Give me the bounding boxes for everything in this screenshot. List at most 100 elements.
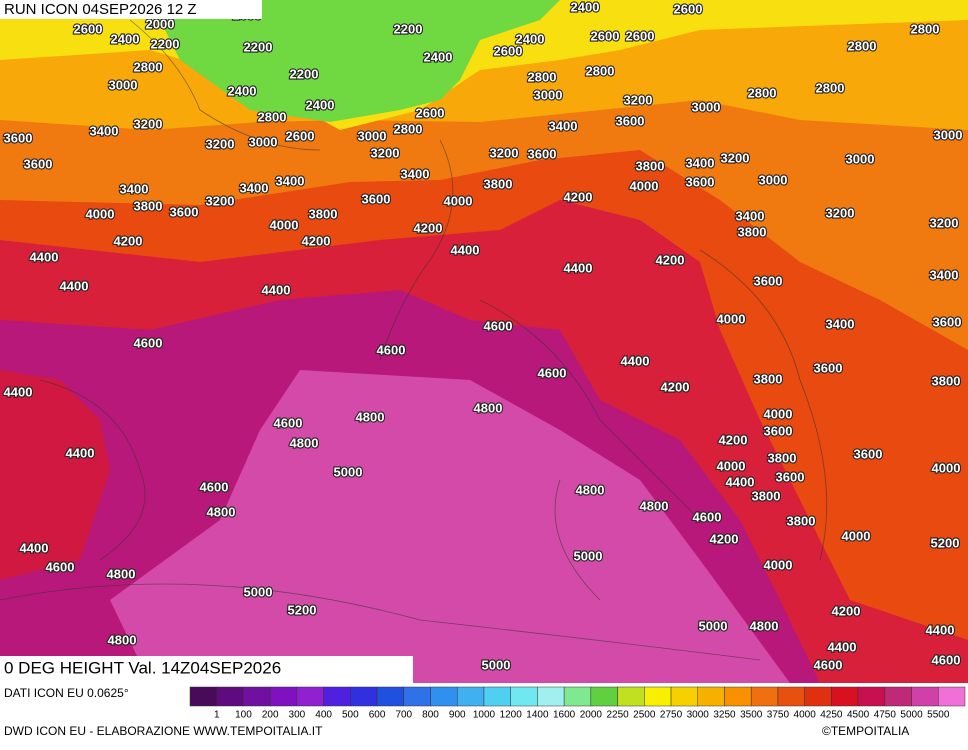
legend-swatch: [510, 686, 538, 707]
coastlines: [0, 19, 828, 661]
contour-label: 3800: [636, 158, 665, 173]
contour-label: 4600: [134, 335, 163, 350]
legend-label: 2000: [580, 710, 603, 721]
legend-swatch: [563, 686, 592, 707]
contour-label: 3000: [846, 151, 875, 166]
contour-label: 3600: [686, 174, 715, 189]
contour-label: 4000: [764, 557, 793, 572]
contour-label: 2400: [228, 83, 257, 98]
contour-label: 4000: [86, 206, 115, 221]
contour-label: 3400: [549, 118, 578, 133]
contour-label: 4600: [274, 415, 303, 430]
contour-label: 4800: [207, 504, 236, 519]
contour-label: 4600: [932, 652, 961, 667]
contour-label: 5000: [574, 548, 603, 563]
legend-label: 3750: [767, 710, 790, 721]
contour-label: 4200: [414, 220, 443, 235]
legend-label: 3250: [713, 710, 736, 721]
contour-label: 4400: [262, 282, 291, 297]
legend-swatch: [670, 686, 699, 707]
contour-label: 2400: [571, 0, 600, 14]
contour-label: 3600: [854, 446, 883, 461]
contour-label: 4600: [693, 509, 722, 524]
legend-label: 500: [342, 710, 359, 721]
legend-label: 5000: [900, 710, 923, 721]
contour-label: 4200: [661, 379, 690, 394]
contour-label: 4400: [4, 384, 33, 399]
contour-label: 5200: [931, 535, 960, 550]
contour-label: 4400: [30, 249, 59, 264]
contour-label: 2800: [528, 69, 557, 84]
run-box: [0, 0, 262, 19]
contour-label: 3600: [764, 423, 793, 438]
contour-label: 3000: [759, 172, 788, 187]
contour-label: 4000: [932, 460, 961, 475]
contour-label: 5000: [244, 584, 273, 599]
legend-swatch: [403, 686, 431, 707]
legend-swatch: [189, 686, 217, 707]
legend-swatch: [750, 686, 779, 707]
contour-label: 4200: [710, 531, 739, 546]
legend-swatch: [243, 686, 271, 707]
contour-label: 2800: [748, 85, 777, 100]
contour-label: 2600: [494, 43, 523, 58]
contour-label: 2600: [286, 128, 315, 143]
contour-label: 2600: [74, 21, 103, 36]
legend-label: 4500: [847, 710, 870, 721]
contour-label: 3200: [206, 136, 235, 151]
contour-label: 4400: [926, 622, 955, 637]
legend-label: 300: [289, 710, 306, 721]
contour-label: 4200: [114, 233, 143, 248]
contour-label: 3400: [120, 181, 149, 196]
contour-label: 3400: [401, 166, 430, 181]
legend-label: 1000: [473, 710, 496, 721]
contour-label: 3600: [616, 113, 645, 128]
contour-label: 5000: [699, 618, 728, 633]
legend-label: 900: [449, 710, 466, 721]
legend-label: 3000: [687, 710, 710, 721]
contour-label: 3800: [932, 373, 961, 388]
contour-label: 3800: [309, 206, 338, 221]
legend-swatch: [296, 686, 324, 707]
contour-label: 3600: [814, 360, 843, 375]
contour-label: 3000: [358, 128, 387, 143]
legend-swatch: [644, 686, 672, 707]
contour-label: 2000: [146, 16, 175, 31]
contour-label: 2800: [911, 21, 940, 36]
contour-label: 2200: [151, 36, 180, 51]
legend-swatch: [430, 686, 458, 707]
legend-label: 2250: [606, 710, 629, 721]
contour-label: 3800: [484, 176, 513, 191]
legend-label: 1200: [500, 710, 523, 721]
contour-label: 2800: [586, 63, 615, 78]
contour-label: 4000: [270, 217, 299, 232]
map-title: 0 DEG HEIGHT Val. 14Z04SEP2026: [4, 658, 281, 677]
legend-swatch: [777, 686, 805, 707]
legend-label: 600: [369, 710, 386, 721]
contour-label: 4200: [564, 189, 593, 204]
contour-label: 4400: [621, 353, 650, 368]
legend-swatch: [857, 686, 886, 707]
contour-label: 3800: [768, 450, 797, 465]
contour-label: 4600: [200, 479, 229, 494]
contour-label: 4000: [717, 311, 746, 326]
contour-label: 4000: [764, 406, 793, 421]
zone-2200: [150, 0, 560, 122]
contour-label: 3600: [362, 191, 391, 206]
contour-label: 4200: [302, 233, 331, 248]
legend-swatch: [831, 686, 859, 707]
contour-label: 3400: [736, 208, 765, 223]
legend-swatch: [724, 686, 752, 707]
contour-label: 4800: [576, 482, 605, 497]
contour-label: 2400: [516, 31, 545, 46]
credit: DWD ICON EU - ELABORAZIONE WWW.TEMPOITAL…: [4, 724, 323, 738]
contour-label: 5000: [334, 464, 363, 479]
contour-label: 2400: [424, 49, 453, 64]
source-label: DATI ICON EU 0.0625°: [4, 686, 129, 700]
contour-label: 4600: [484, 318, 513, 333]
legend-label: 200: [262, 710, 279, 721]
contour-label: 2600: [591, 28, 620, 43]
zone-4400-west: [0, 370, 110, 580]
contour-label: 4800: [640, 498, 669, 513]
contour-label: 4600: [377, 342, 406, 357]
